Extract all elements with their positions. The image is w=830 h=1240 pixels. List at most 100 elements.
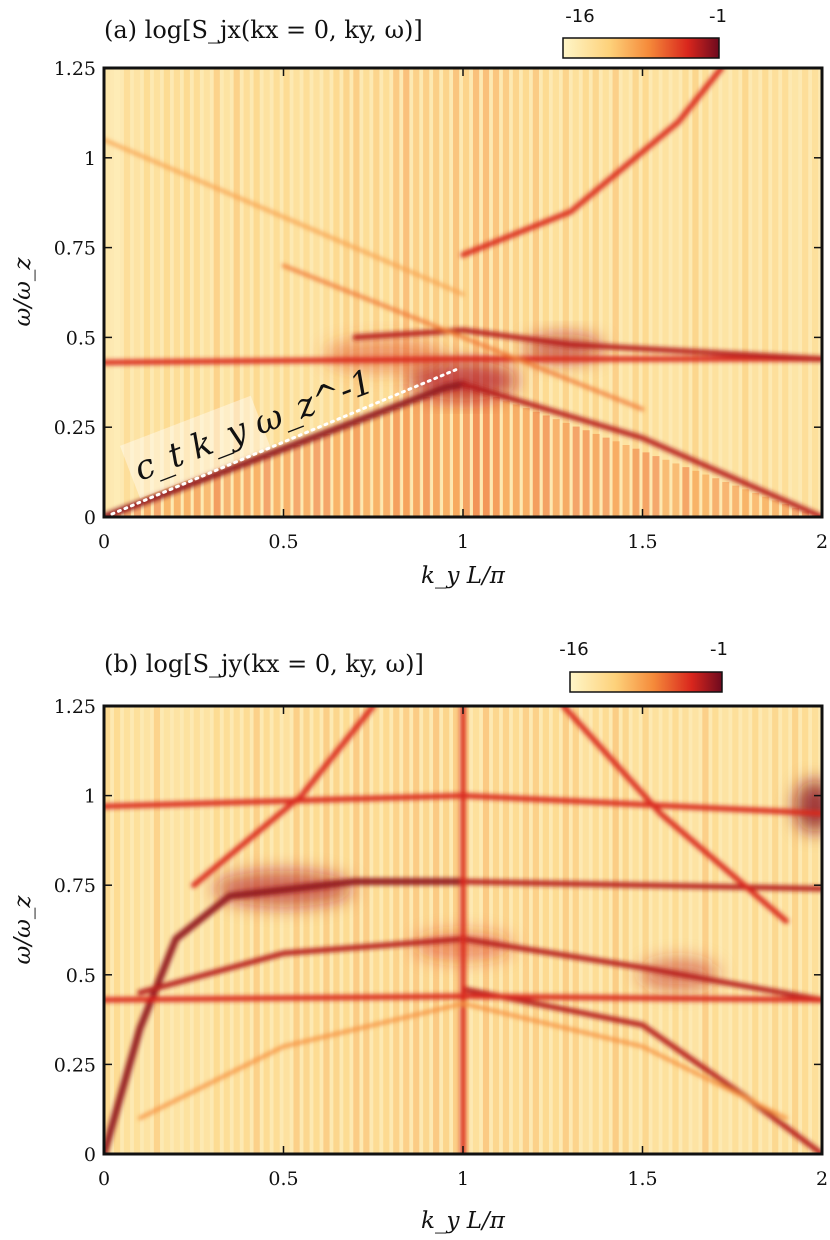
heatmap-column xyxy=(203,68,210,517)
heatmap-column-lower xyxy=(672,463,680,517)
heatmap-column xyxy=(762,706,769,1154)
heatmap-column xyxy=(363,706,370,1154)
heatmap-column xyxy=(153,68,161,517)
heatmap-column xyxy=(253,68,260,517)
heatmap-column-lower xyxy=(742,489,750,517)
heatmap-column-lower xyxy=(403,404,411,517)
heatmap-column xyxy=(363,68,370,517)
heatmap-column xyxy=(482,68,490,517)
heatmap-column xyxy=(682,68,689,517)
panel-a-plot-area: c_t k_y ω_z^-1 xyxy=(104,68,822,517)
heatmap-column-lower xyxy=(652,456,660,517)
y-tick-label: 0.25 xyxy=(54,417,96,439)
heatmap-column xyxy=(293,706,300,1154)
branch-linear-acoustic xyxy=(104,380,467,517)
y-tick-label: 1.25 xyxy=(54,696,96,718)
heatmap-column-lower xyxy=(263,456,271,517)
heatmap-column xyxy=(772,706,779,1154)
heatmap-column xyxy=(173,706,180,1154)
heatmap-column xyxy=(383,68,390,517)
heatmap-column xyxy=(612,68,619,517)
heatmap-column-lower xyxy=(373,415,381,517)
heatmap-column xyxy=(652,68,659,517)
heatmap-column xyxy=(572,706,579,1154)
heatmap-column xyxy=(313,68,320,517)
heatmap-column-lower xyxy=(612,441,620,517)
heatmap-column xyxy=(692,68,699,517)
heatmap-column xyxy=(752,68,759,517)
heatmap-stripes xyxy=(104,68,820,517)
heatmap-column xyxy=(263,68,270,517)
heatmap-column xyxy=(453,706,460,1154)
heatmap-column-lower xyxy=(542,415,550,517)
heatmap-column xyxy=(552,68,559,517)
heatmap-column xyxy=(622,706,629,1154)
heatmap-branches xyxy=(104,68,822,517)
heatmap-column-lower xyxy=(642,452,650,517)
heatmap-column xyxy=(592,706,599,1154)
heatmap-column xyxy=(542,68,549,517)
heatmap-column-lower xyxy=(752,493,760,517)
heatmap-column xyxy=(113,706,121,1154)
branch-steep-rise xyxy=(104,878,467,1154)
heatmap-column-lower xyxy=(273,452,281,517)
heatmap-column xyxy=(672,706,679,1154)
heatmap-column-lower xyxy=(472,389,480,517)
heatmap-column xyxy=(193,68,200,517)
heatmap-column xyxy=(812,68,819,517)
heatmap-column xyxy=(233,706,240,1154)
heatmap-column-lower xyxy=(393,408,401,517)
panel-b-colorbar: -16 -1 xyxy=(559,639,728,693)
heatmap-column xyxy=(532,68,539,517)
heatmap-column xyxy=(143,706,151,1154)
heatmap-column xyxy=(163,706,171,1154)
panel-a-colorbar: -16 -1 xyxy=(562,6,727,59)
heatmap-column xyxy=(472,706,480,1154)
heatmap-column xyxy=(712,68,719,517)
branch-crossing-lines xyxy=(281,263,645,411)
x-tick-label: 1.5 xyxy=(627,531,657,553)
heatmap-column-lower xyxy=(692,470,700,517)
x-tick-label: 0.5 xyxy=(268,531,298,553)
heatmap-column xyxy=(502,68,510,517)
heatmap-column-lower xyxy=(702,474,710,517)
heatmap-column xyxy=(552,706,559,1154)
heatmap-column-lower xyxy=(193,481,201,517)
y-tick-label: 0 xyxy=(84,1144,96,1166)
heatmap-column xyxy=(383,706,390,1154)
heatmap-column xyxy=(582,706,589,1154)
heatmap-column xyxy=(113,68,121,517)
heatmap-column xyxy=(183,68,190,517)
panel-a-x-axis: 0 0.5 1 1.5 2 xyxy=(98,68,828,553)
panel-a-title: (a) log[S_jx(kx = 0, ky, ω)] xyxy=(104,16,423,44)
heatmap-column xyxy=(133,706,141,1154)
x-tick-label: 0 xyxy=(98,1168,110,1190)
heatmap-column xyxy=(532,706,539,1154)
heatmap-column xyxy=(443,68,450,517)
heatmap-column xyxy=(393,68,400,517)
heatmap-column-lower xyxy=(772,500,780,517)
heatmap-column xyxy=(612,706,619,1154)
heatmap-column xyxy=(492,706,500,1154)
colorbar-max-label: -1 xyxy=(709,6,727,27)
heatmap-column xyxy=(123,68,131,517)
heatmap-column-lower xyxy=(782,504,790,517)
heatmap-column-lower xyxy=(662,459,670,517)
x-tick-label: 0 xyxy=(98,531,110,553)
branch-arc-0.76 xyxy=(460,878,822,892)
heatmap-column xyxy=(323,68,330,517)
heatmap-column xyxy=(602,68,609,517)
heatmap-column-lower xyxy=(353,422,361,517)
heatmap-column-lower xyxy=(323,433,331,517)
heatmap-column xyxy=(173,68,180,517)
heatmap-column-lower xyxy=(363,419,371,517)
heatmap-column xyxy=(423,706,430,1154)
heatmap-column-lower xyxy=(502,400,510,517)
heatmap-column xyxy=(732,706,739,1154)
heatmap-column xyxy=(433,706,440,1154)
fit-line xyxy=(110,368,458,516)
panel-a-y-label: ω/ω_z xyxy=(10,257,36,327)
heatmap-column-lower xyxy=(592,433,600,517)
x-tick-label: 0.5 xyxy=(268,1168,298,1190)
